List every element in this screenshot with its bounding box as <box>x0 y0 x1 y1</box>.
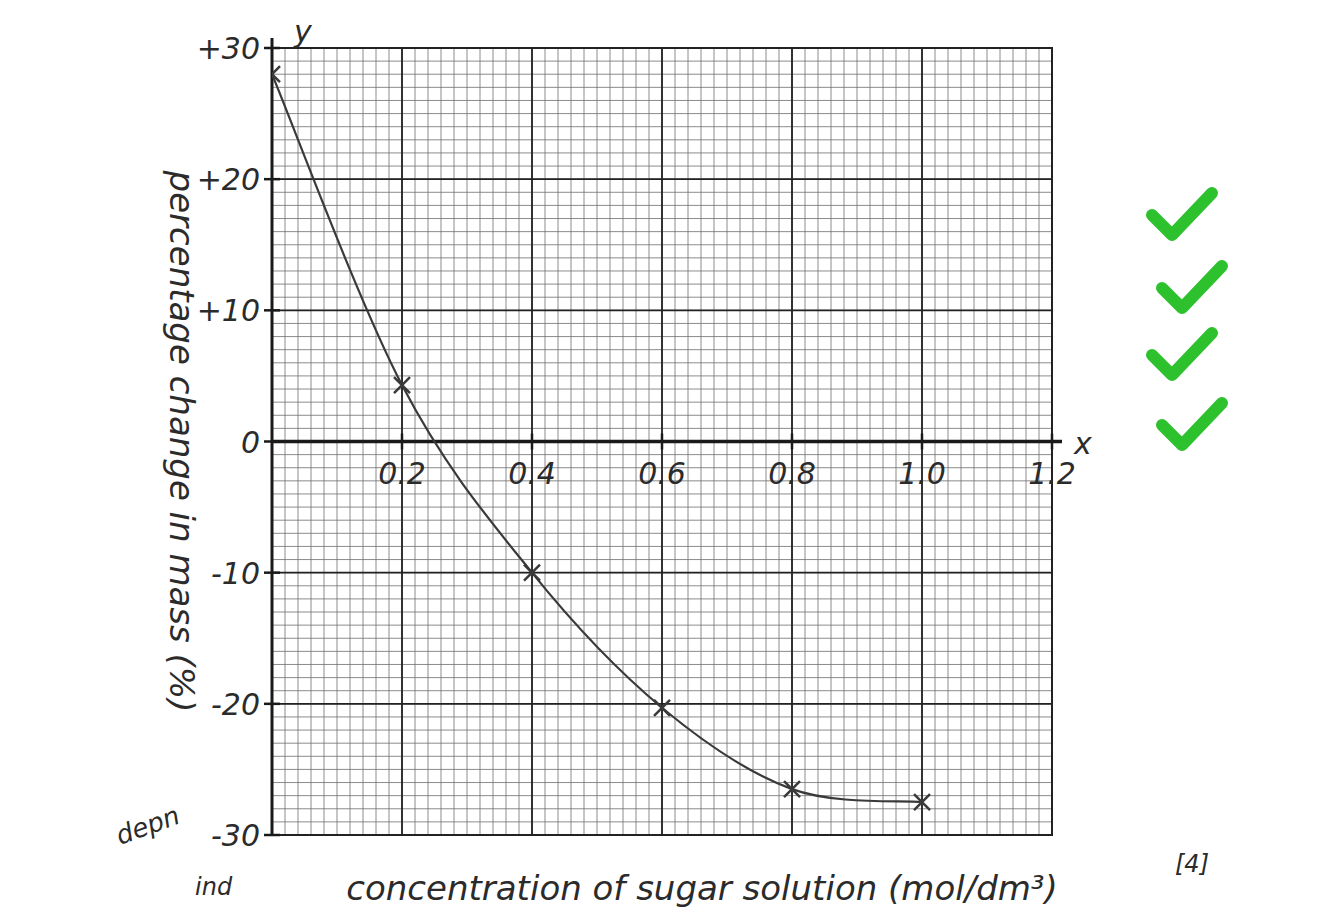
minor-grid <box>922 48 923 835</box>
check-mark <box>1162 403 1222 445</box>
x-tick-label: 0.2 <box>378 456 426 491</box>
annotation: depn <box>112 800 184 851</box>
point <box>784 781 800 797</box>
minor-grid <box>272 310 1052 311</box>
y-tick <box>264 309 280 312</box>
marker-x <box>654 700 670 716</box>
grid-line <box>401 48 403 835</box>
x-tick <box>401 434 404 450</box>
minor-grid <box>532 48 533 835</box>
y-tick-label: +10 <box>197 293 260 328</box>
series <box>272 66 930 810</box>
marker-x <box>524 565 540 581</box>
page: 0.2 0.4 0.6 0.8 1.0 1.2 +30 +20 +10 0 -10 -20 -30 con… <box>0 0 1341 920</box>
minor-grid <box>272 703 1052 704</box>
annotation: x <box>1073 426 1092 461</box>
grid-line <box>661 48 663 835</box>
minor-grid <box>402 48 403 835</box>
check-mark <box>1152 193 1212 235</box>
grid-line <box>272 178 1052 180</box>
grid-line <box>791 48 793 835</box>
x-tick-label: 0.8 <box>768 456 816 491</box>
y-axis <box>271 38 274 835</box>
x-tick-label: 1.0 <box>898 456 946 491</box>
y-tick <box>264 440 280 443</box>
y-tick-label: -30 <box>211 818 260 853</box>
x-axis-title: concentration of sugar solution (mol/dm³… <box>346 868 1057 908</box>
minor-grid <box>792 48 793 835</box>
grid-line <box>531 48 533 835</box>
point <box>524 565 540 581</box>
y-axis-title: percentage change in mass (%) <box>162 170 202 713</box>
y-tick <box>264 47 280 50</box>
check-mark <box>1152 333 1212 375</box>
point <box>914 794 930 810</box>
grid-line <box>272 572 1052 574</box>
x-tick <box>791 434 794 450</box>
x-tick <box>531 434 534 450</box>
marker-x <box>272 66 280 82</box>
marker-x <box>394 377 410 393</box>
y-tick <box>264 703 280 706</box>
grid-line <box>272 309 1052 311</box>
marker-x <box>914 794 930 810</box>
y-tick <box>264 834 280 837</box>
annotation: [4] <box>1175 850 1209 878</box>
annotation: ind <box>195 873 233 901</box>
y-tick <box>264 178 280 181</box>
y-tick-label: 0 <box>241 425 260 460</box>
x-tick-label: 1.2 <box>1028 456 1076 491</box>
y-tick-label: -10 <box>211 556 260 591</box>
point <box>654 700 670 716</box>
minor-grid <box>272 179 1052 180</box>
y-tick-label: -20 <box>211 687 260 722</box>
y-tick <box>264 571 280 574</box>
point <box>394 377 410 393</box>
minor-grid <box>662 48 663 835</box>
y-tick-label: +20 <box>197 162 260 197</box>
y-tick-label: +30 <box>197 31 260 66</box>
x-tick <box>921 434 924 450</box>
x-tick-label: 0.6 <box>638 456 686 491</box>
grid-line <box>921 48 923 835</box>
chart: 0.2 0.4 0.6 0.8 1.0 1.2 +30 +20 +10 0 -10 -20 -30 con… <box>0 0 1341 920</box>
x-tick <box>1051 434 1054 450</box>
minor-grid <box>272 572 1052 573</box>
annotation: y <box>293 14 313 49</box>
x-axis <box>272 440 1062 444</box>
x-tick <box>661 434 664 450</box>
grid-line <box>272 703 1052 705</box>
marker-x <box>784 781 800 797</box>
check-mark <box>1162 266 1222 308</box>
x-tick-label: 0.4 <box>508 456 556 491</box>
curve <box>272 74 922 802</box>
point <box>272 66 280 82</box>
